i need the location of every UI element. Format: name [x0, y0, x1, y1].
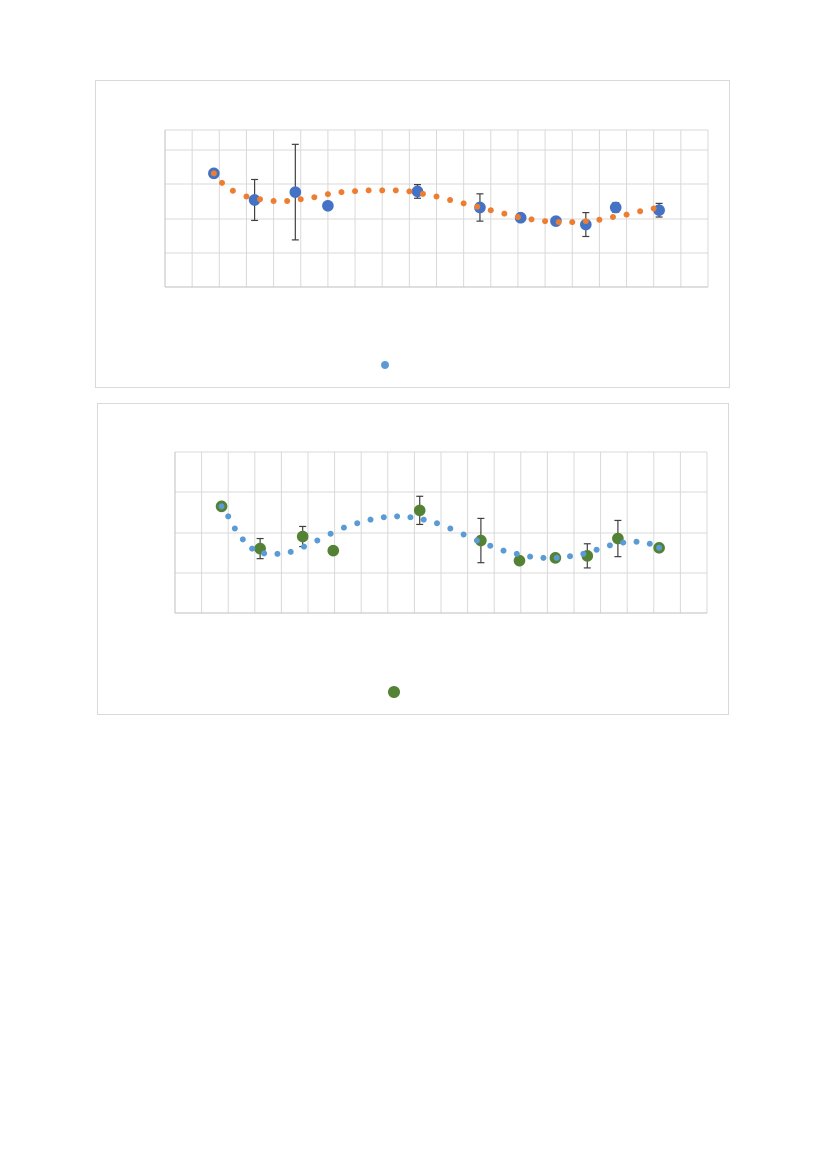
chart-1-trendline	[210, 170, 657, 226]
chart-1-trend-dot	[406, 188, 413, 195]
chart-2-trendline	[218, 503, 663, 561]
chart-2-data-point	[296, 530, 309, 543]
chart-2-gridlines	[174, 451, 708, 614]
chart-2-data-point	[475, 534, 487, 547]
chart-1-trend-dot	[433, 193, 440, 200]
chart-2-trend-dot	[274, 550, 281, 557]
chart-1-trend-dot	[229, 187, 236, 194]
chart-2-trend-dot	[367, 516, 374, 523]
chart-1-trend-dot	[210, 170, 217, 177]
chart-1-data-point	[322, 199, 334, 212]
chart-2-data-point	[513, 554, 526, 567]
chart-1-trend-dot	[582, 218, 589, 225]
chart-2-trend-dot	[225, 513, 232, 520]
chart-1-trend-dot	[487, 207, 494, 214]
chart-1-trend-dot	[555, 219, 562, 226]
chart-2-trend-dot	[553, 554, 560, 561]
chart-2-trend-dot	[340, 524, 347, 531]
chart-1-trend-dot	[365, 187, 372, 194]
chart-2-trend-dot	[354, 520, 361, 527]
chart-2-trend-dot	[500, 547, 507, 554]
chart-1-trend-dot	[501, 210, 508, 217]
chart-1-trend-dot	[297, 196, 304, 203]
chart-1-data-point	[609, 201, 622, 214]
chart-2-trend-dot	[527, 553, 534, 560]
chart-2-trend-dot	[460, 531, 467, 538]
chart-1-trend-dot	[270, 197, 277, 204]
chart-2-trend-dot	[380, 514, 387, 521]
chart-2-trend-dot	[633, 538, 640, 545]
chart-1-trend-dot	[379, 187, 386, 194]
chart-2-trend-dot	[261, 550, 268, 557]
chart-2-trend-dot	[394, 513, 401, 520]
chart-2-trend-dot	[447, 525, 454, 532]
chart-1	[95, 80, 730, 388]
chart-1-trend-dot	[569, 219, 576, 226]
chart-1-trend-dot	[514, 214, 521, 221]
chart-1-trend-dot	[447, 196, 454, 203]
chart-2-trend-dot	[434, 520, 441, 527]
chart-1-data-point	[248, 194, 261, 206]
chart-1-trend-dot	[419, 190, 426, 197]
chart-1-trend-dot	[392, 187, 399, 194]
chart-2-trend-dot	[567, 553, 574, 560]
chart-1-svg	[164, 129, 709, 369]
chart-2-trend-dot	[301, 543, 308, 550]
chart-2-trend-dot	[249, 545, 256, 552]
chart-2-trend-dot	[420, 516, 427, 523]
chart-2-trend-dot	[540, 554, 547, 561]
chart-2-trend-dot	[407, 514, 414, 521]
chart-2-legend-marker	[388, 686, 400, 698]
chart-2-svg	[174, 451, 708, 698]
chart-2-trend-dot	[314, 537, 321, 544]
chart-2-trend-dot	[513, 550, 520, 557]
chart-1-trend-dot	[637, 208, 644, 215]
chart-2-trend-dot	[593, 546, 600, 553]
chart-1-trend-dot	[596, 216, 603, 223]
chart-1-gridlines	[164, 129, 709, 288]
chart-2-trend-dot	[606, 542, 613, 549]
chart-1-trend-dot	[609, 214, 616, 221]
chart-2-trend-dot	[580, 550, 587, 557]
chart-2	[97, 403, 729, 715]
chart-1-trend-dot	[650, 205, 657, 212]
chart-1-data-point	[289, 186, 302, 198]
chart-2-trend-dot	[473, 537, 480, 544]
chart-1-trend-dot	[257, 196, 264, 203]
chart-2-data-points	[215, 500, 665, 567]
chart-1-trend-dot	[243, 193, 250, 200]
chart-2-trend-dot	[656, 544, 663, 551]
chart-2-trend-dot	[218, 503, 225, 510]
chart-1-trend-dot	[338, 189, 345, 196]
chart-1-trend-dot	[284, 197, 291, 204]
chart-2-data-point	[327, 544, 340, 557]
chart-2-data-point	[413, 504, 426, 517]
chart-1-trend-dot	[324, 191, 331, 198]
chart-2-trend-dot	[231, 525, 238, 532]
chart-1-trend-dot	[219, 179, 226, 186]
chart-2-trend-dot	[287, 548, 294, 555]
chart-1-legend-marker	[381, 361, 389, 369]
chart-1-trend-dot	[460, 200, 467, 207]
chart-1-trend-dot	[542, 218, 549, 225]
chart-2-trend-dot	[620, 539, 627, 546]
chart-1-trend-dot	[623, 211, 630, 218]
chart-2-trend-dot	[487, 542, 494, 549]
chart-1-trend-dot	[474, 203, 481, 210]
chart-1-trend-dot	[352, 188, 359, 195]
chart-2-trend-dot	[646, 540, 653, 547]
chart-2-trend-dot	[327, 530, 334, 537]
chart-2-trend-dot	[239, 536, 246, 543]
chart-2-error-bars	[218, 495, 663, 569]
chart-1-trend-dot	[311, 194, 318, 201]
chart-1-trend-dot	[528, 216, 535, 223]
